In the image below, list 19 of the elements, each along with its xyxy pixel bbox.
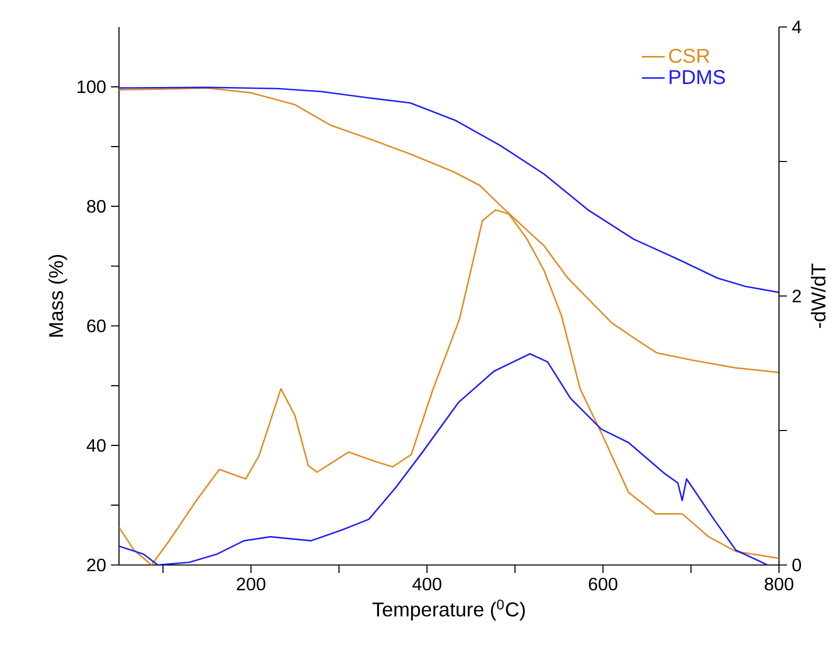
y-axis-title: Mass (%) <box>48 255 68 337</box>
x-tick-label: 800 <box>764 578 794 590</box>
x-tick-label: 200 <box>236 578 266 590</box>
y-tick-label: 100 <box>78 80 106 94</box>
legend-label: PDMS <box>670 70 725 84</box>
y-tick-label: 40 <box>86 439 106 452</box>
x-tick-label: 600 <box>588 578 618 590</box>
y-tick-label: 60 <box>87 320 106 332</box>
y2-tick-label: 0 <box>792 558 802 572</box>
x-axis-title: Temperature ($^{0}$C) <box>372 600 525 620</box>
y2-tick-label: 2 <box>792 290 801 302</box>
line-series <box>119 353 768 565</box>
line-series <box>119 86 779 294</box>
y-tick-label: 20 <box>87 558 106 572</box>
y-tick-label: 80 <box>87 200 106 213</box>
x-tick-label: 400 <box>412 578 442 590</box>
legend-label: CSR <box>669 48 710 63</box>
y2-tick-label: 4 <box>792 20 802 34</box>
y2-axis-title: -dW/dT <box>810 264 826 328</box>
